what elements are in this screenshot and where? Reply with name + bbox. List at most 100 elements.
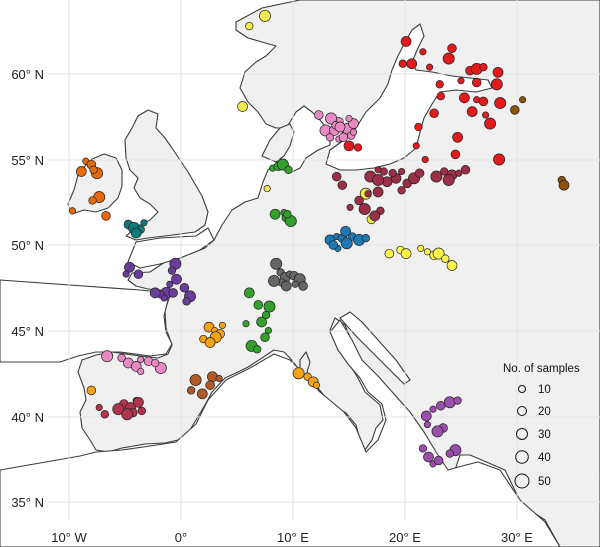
sample-point [86,385,97,396]
sample-point [340,225,351,237]
sample-point [242,320,250,328]
sample-point [493,153,506,166]
sea-layer [0,23,561,547]
sample-point [372,186,384,198]
sample-point [237,101,248,112]
sample-point [400,248,412,259]
legend-title: No. of samples [503,363,580,375]
sample-point [459,92,470,104]
sample-point [441,254,450,263]
sample-point [133,269,144,279]
sample-point [419,48,427,56]
lon-label-30e: 30° E [501,530,533,545]
sample-point [205,380,215,390]
legend: No. of samples 10 20 30 40 50 [503,363,580,489]
sample-point [337,180,348,190]
sample-point [256,316,267,328]
sample-point [478,96,489,107]
sample-point [166,280,174,288]
sample-point [182,297,191,306]
sample-point [417,244,425,252]
sample-point [436,92,445,101]
sample-point [484,117,497,130]
sample-point [400,36,412,47]
lon-label-10w: 10° W [51,530,87,545]
sample-point [354,195,364,206]
sample-point [445,449,454,458]
sample-point [494,97,507,110]
sample-point [253,300,264,310]
legend-label-20: 20 [538,406,551,418]
lon-label-10e: 10° E [277,530,309,545]
adriatic-sea [339,311,411,385]
sample-point [88,196,97,205]
sample-point [160,294,168,302]
sample-point [253,345,262,354]
legend-label-40: 40 [538,452,551,464]
legend-circle-30 [516,428,528,440]
sample-point [100,410,109,419]
legend-label-10: 10 [538,384,551,396]
sample-point [284,165,293,174]
sample-point [215,374,223,382]
sample-point [331,171,342,182]
sample-point [121,408,134,421]
sample-point [361,234,370,243]
sample-point [490,78,503,91]
sample-point [519,96,527,104]
sample-point [137,367,145,376]
sample-point [353,143,363,152]
sample-point [398,59,407,68]
sample-point [426,63,434,71]
sample-point [168,288,178,298]
sample-point [429,405,437,413]
sample-point [466,106,478,117]
legend-circle-10 [518,385,526,393]
sample-point [510,105,520,115]
sample-point [420,410,432,422]
sample-point [95,403,103,412]
sample-point [312,381,321,389]
sample-point [452,131,463,143]
sample-point [346,203,354,211]
sample-point [364,190,372,198]
sample-point [101,350,114,363]
sample-point [207,371,218,383]
legend-circle-20 [517,406,527,416]
sample-point [137,406,146,416]
sample-point [298,281,308,291]
sample-point [325,133,335,142]
sample-point [269,208,281,220]
sample-point [423,421,431,429]
sample-point [122,270,130,278]
sample-point [453,396,462,405]
sample-point [421,155,429,164]
sample-point [101,211,111,221]
sample-point [130,227,142,239]
sample-point [264,326,272,335]
legend-circle-50 [514,473,530,489]
sample-point [167,266,177,275]
english-channel [127,227,215,269]
sample-point [291,280,299,288]
graticule [48,0,600,520]
sample-point [414,122,423,132]
sample-point [447,43,457,54]
sample-point [372,174,385,186]
sample-point [443,396,456,409]
bay-of-biscay [0,279,173,363]
sample-point [412,142,420,150]
sample-point [340,237,353,250]
legend-label-30: 30 [538,429,551,441]
sample-point [140,219,148,227]
sample-point [345,114,353,123]
sample-point [149,287,161,299]
sample-point [429,108,439,119]
sample-point [204,337,216,348]
sample-point [423,248,431,256]
landmass-great-britain [124,109,209,241]
lon-label-0: 0° [175,530,187,545]
lon-label-20e: 20° E [389,530,421,545]
sample-point [423,451,434,463]
